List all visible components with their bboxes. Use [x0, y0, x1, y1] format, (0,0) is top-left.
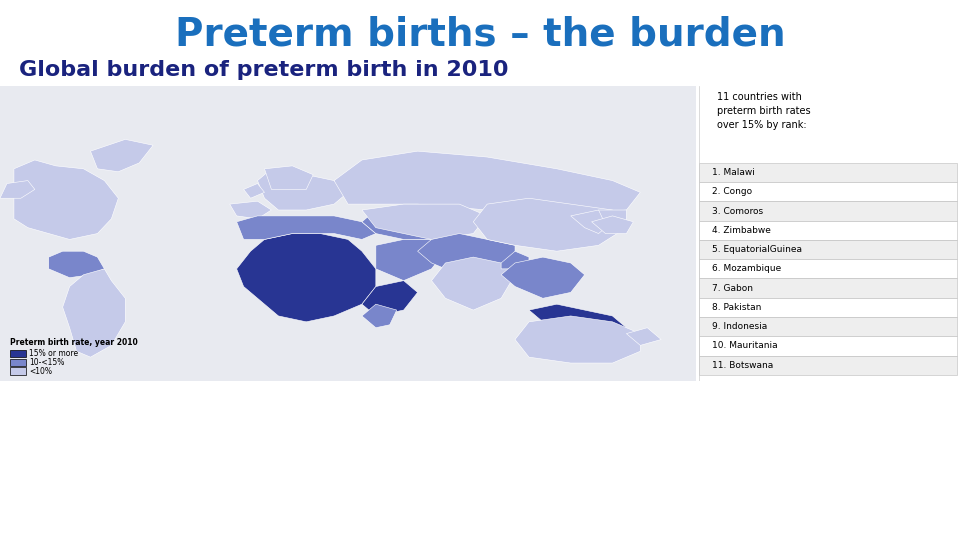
- Bar: [699, 182, 957, 201]
- Polygon shape: [501, 257, 585, 298]
- Text: <10%: <10%: [29, 367, 52, 376]
- Polygon shape: [13, 160, 118, 239]
- Text: 1. Malawi: 1. Malawi: [712, 168, 755, 177]
- Text: 11. Botswana: 11. Botswana: [712, 361, 773, 370]
- Text: Preterm birth rate, year 2010: Preterm birth rate, year 2010: [11, 338, 138, 347]
- Polygon shape: [543, 322, 599, 340]
- Bar: [11, 359, 26, 366]
- Polygon shape: [599, 210, 626, 225]
- Polygon shape: [570, 210, 612, 233]
- Polygon shape: [626, 328, 661, 346]
- Polygon shape: [591, 216, 634, 233]
- Bar: [699, 279, 957, 298]
- Polygon shape: [236, 233, 375, 322]
- Polygon shape: [265, 166, 313, 190]
- Polygon shape: [236, 216, 375, 239]
- Text: 4. Zimbabwe: 4. Zimbabwe: [712, 226, 771, 235]
- Bar: [699, 298, 957, 317]
- Polygon shape: [473, 198, 626, 251]
- Polygon shape: [229, 201, 272, 219]
- Text: 11 countries with
preterm birth rates
over 15% by rank:: 11 countries with preterm birth rates ov…: [717, 92, 811, 130]
- Bar: [699, 317, 957, 336]
- Polygon shape: [49, 251, 105, 278]
- Text: 9. Indonesia: 9. Indonesia: [712, 322, 767, 331]
- Bar: [699, 259, 957, 279]
- Text: 5. EquatorialGuinea: 5. EquatorialGuinea: [712, 245, 802, 254]
- Text: Preterm births – the burden: Preterm births – the burden: [175, 16, 785, 53]
- Bar: [699, 355, 957, 375]
- Text: ❖  Sadly these areas have the poorest data quality: ❖ Sadly these areas have the poorest dat…: [14, 504, 615, 524]
- Text: 2. Congo: 2. Congo: [712, 187, 752, 197]
- Polygon shape: [90, 139, 154, 172]
- Polygon shape: [501, 251, 529, 269]
- Polygon shape: [515, 316, 640, 363]
- Text: ❖  9 of 11 countries with rates > 15% in 2010 were from SSA.: ❖ 9 of 11 countries with rates > 15% in …: [14, 457, 739, 477]
- Polygon shape: [244, 184, 265, 198]
- Polygon shape: [431, 257, 515, 310]
- Text: ❖  15M preterm births occur annually and rates are rising: ❖ 15M preterm births occur annually and …: [14, 409, 697, 429]
- Bar: [699, 221, 957, 240]
- Bar: [11, 350, 26, 357]
- Text: 6. Mozambique: 6. Mozambique: [712, 265, 781, 273]
- Bar: [699, 163, 957, 182]
- Text: 3. Comoros: 3. Comoros: [712, 207, 763, 215]
- Polygon shape: [375, 239, 445, 281]
- Bar: [699, 336, 957, 355]
- Text: 7. Gabon: 7. Gabon: [712, 284, 753, 293]
- Text: 8. Pakistan: 8. Pakistan: [712, 303, 761, 312]
- Text: 10-<15%: 10-<15%: [29, 358, 64, 367]
- Polygon shape: [529, 304, 626, 334]
- Polygon shape: [62, 269, 125, 357]
- Polygon shape: [334, 151, 640, 216]
- Bar: [699, 201, 957, 221]
- Polygon shape: [257, 169, 348, 210]
- Text: 10. Mauritania: 10. Mauritania: [712, 341, 778, 350]
- Bar: [699, 240, 957, 259]
- Text: 15% or more: 15% or more: [29, 349, 79, 358]
- Polygon shape: [362, 281, 418, 316]
- Polygon shape: [362, 304, 396, 328]
- Bar: [11, 367, 26, 375]
- Polygon shape: [418, 233, 515, 275]
- Polygon shape: [0, 180, 35, 198]
- Polygon shape: [362, 204, 487, 239]
- Polygon shape: [362, 210, 445, 239]
- Text: Global burden of preterm birth in 2010: Global burden of preterm birth in 2010: [19, 60, 509, 80]
